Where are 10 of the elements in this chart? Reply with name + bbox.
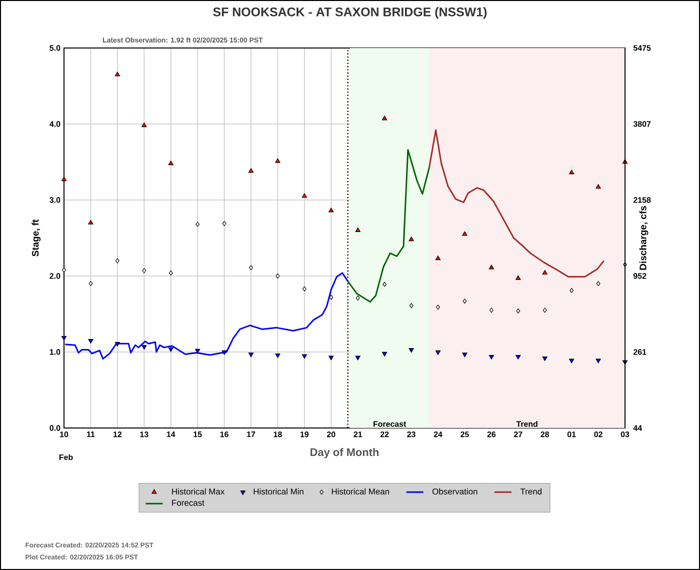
y-axis-title: Stage, ft — [32, 219, 41, 256]
x-axis-title: Day of Month — [310, 448, 379, 458]
legend-label: Historical Max — [172, 488, 225, 495]
legend-label: Forecast — [172, 500, 204, 506]
legend-label: Historical Min — [254, 488, 304, 495]
legend-label: Trend — [520, 488, 542, 495]
y2-axis-title: Discharge, cfs — [639, 206, 648, 270]
chart-title: SF NOOKSACK - AT SAXON BRIDGE (NSSW1) — [213, 7, 487, 19]
legend-label: Observation — [432, 488, 478, 495]
legend-label: Historical Mean — [332, 488, 390, 495]
